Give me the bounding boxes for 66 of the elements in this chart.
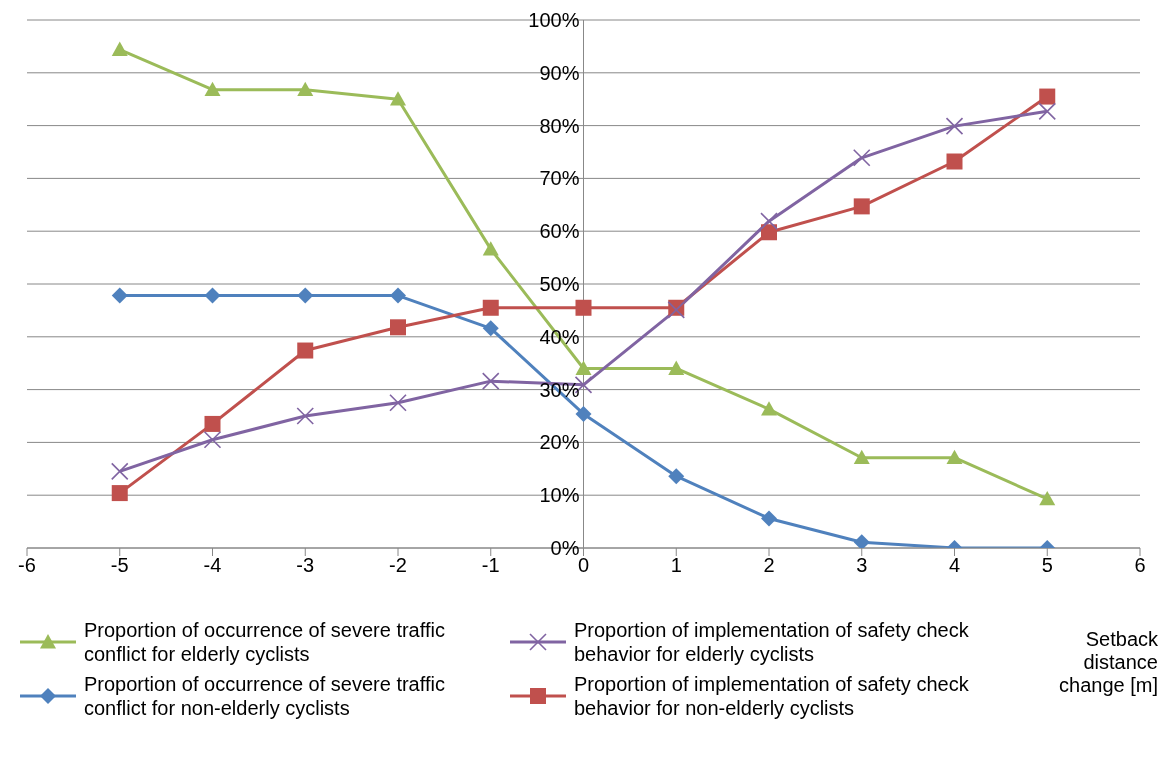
- x-tick-label: -6: [18, 554, 36, 577]
- point: [111, 287, 128, 304]
- point: [575, 360, 592, 375]
- legend-label: Proportion of occurrence of severe traffic conflict for non-elderly cyclists: [84, 672, 446, 720]
- point: [575, 299, 592, 316]
- x-tick-label: -5: [110, 554, 129, 577]
- x-axis-title: Setback distance change [m]: [1058, 628, 1158, 697]
- point: [482, 299, 499, 316]
- x-tick-label: 1: [670, 554, 682, 577]
- x-tick-label: -2: [389, 554, 407, 577]
- point: [1038, 102, 1057, 121]
- point: [668, 468, 685, 485]
- point: [390, 91, 406, 106]
- point: [482, 320, 499, 337]
- point: [668, 360, 685, 375]
- point: [853, 198, 870, 215]
- legend-label: Proportion of occurrence of severe traffic conflict for elderly cyclists: [84, 618, 446, 666]
- point: [204, 81, 221, 97]
- point: [1039, 490, 1056, 506]
- y-tick-label: 0%: [550, 537, 580, 559]
- point: [1039, 88, 1056, 105]
- point: [481, 372, 500, 390]
- point: [390, 319, 406, 336]
- point: [760, 212, 778, 230]
- x-tick-label: 4: [948, 554, 961, 577]
- point: [852, 149, 871, 167]
- x-tick-label: -3: [296, 554, 315, 577]
- point: [110, 462, 129, 481]
- legend-label: Proportion of implementation of safety check behavior for non-elderly cyclists: [574, 672, 970, 720]
- y-tick-label: 80%: [539, 114, 580, 137]
- point: [761, 401, 777, 416]
- point: [482, 241, 499, 256]
- x-tick-label: 5: [1041, 554, 1053, 577]
- legend-label: Proportion of implementation of safety check behavior for elderly cyclists: [574, 618, 970, 666]
- point: [297, 81, 314, 97]
- y-tick-label: 90%: [539, 61, 580, 84]
- point: [853, 449, 870, 465]
- x-tick-label: 3: [856, 554, 868, 577]
- point: [946, 449, 963, 465]
- point: [203, 430, 222, 449]
- point: [946, 153, 963, 170]
- point: [297, 342, 314, 359]
- point: [389, 394, 407, 412]
- point: [204, 287, 221, 304]
- y-tick-label: 20%: [539, 431, 580, 454]
- y-tick-label: 10%: [539, 484, 580, 507]
- point: [390, 287, 406, 304]
- y-tick-label: 60%: [539, 220, 580, 243]
- point: [297, 287, 314, 304]
- point: [111, 485, 128, 502]
- point: [761, 510, 777, 527]
- point: [853, 534, 870, 548]
- x-tick-label: -1: [481, 554, 500, 577]
- y-tick-label: 50%: [539, 273, 580, 295]
- x-tick-label: 6: [1134, 554, 1146, 577]
- x-tick-label: -4: [203, 554, 222, 577]
- point: [204, 415, 221, 432]
- point: [761, 224, 777, 241]
- point: [945, 117, 964, 135]
- point: [296, 407, 315, 425]
- point: [575, 405, 592, 422]
- y-tick-label: 100%: [528, 9, 580, 31]
- x-tick-label: 2: [763, 554, 775, 577]
- y-tick-label: 70%: [539, 167, 580, 190]
- x-tick-label: 0: [577, 554, 590, 577]
- point: [111, 41, 128, 56]
